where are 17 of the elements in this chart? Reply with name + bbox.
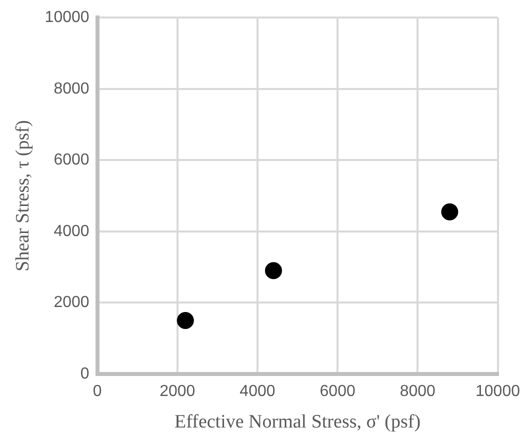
x-axis-title: Effective Normal Stress, σ' (psf) — [174, 412, 421, 433]
point — [176, 312, 194, 330]
x-tick-label: 4000 — [240, 383, 276, 400]
y-tick-label: 0 — [80, 365, 90, 382]
x-tick-label: 2000 — [160, 383, 196, 400]
y-tick-label: 10000 — [44, 9, 90, 26]
point — [264, 262, 282, 280]
x-tick-label: 6000 — [320, 383, 356, 400]
point — [441, 203, 458, 220]
x-tick-label: 10000 — [476, 383, 520, 400]
y-tick-label: 8000 — [54, 80, 90, 98]
y-tick-label: 4000 — [54, 222, 90, 240]
x-tick-label: 8000 — [400, 383, 436, 400]
x-tick-label: 0 — [92, 383, 102, 400]
y-tick-label: 6000 — [54, 152, 90, 169]
y-tick-label: 2000 — [54, 294, 90, 312]
y-axis-title: Shear Stress, τ (psf) — [12, 120, 34, 272]
